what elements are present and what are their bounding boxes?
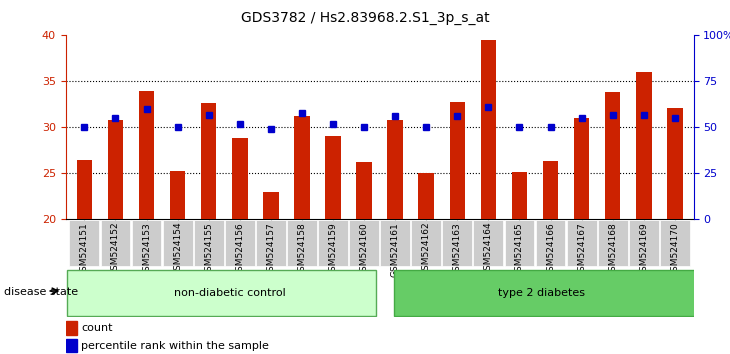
Bar bbox=[107, 120, 123, 219]
FancyBboxPatch shape bbox=[163, 221, 193, 266]
Text: GSM524169: GSM524169 bbox=[639, 222, 648, 276]
Text: GSM524170: GSM524170 bbox=[670, 222, 680, 276]
FancyBboxPatch shape bbox=[393, 270, 720, 316]
Text: GSM524164: GSM524164 bbox=[484, 222, 493, 276]
Bar bbox=[512, 172, 527, 219]
Text: GSM524168: GSM524168 bbox=[608, 222, 617, 276]
Bar bbox=[263, 192, 279, 219]
Bar bbox=[418, 172, 434, 219]
FancyBboxPatch shape bbox=[504, 221, 534, 266]
Text: GSM524161: GSM524161 bbox=[391, 222, 399, 276]
Text: disease state: disease state bbox=[4, 287, 78, 297]
Text: GSM524157: GSM524157 bbox=[266, 222, 275, 276]
Text: GSM524163: GSM524163 bbox=[453, 222, 462, 276]
Bar bbox=[325, 136, 341, 219]
FancyBboxPatch shape bbox=[69, 221, 99, 266]
Bar bbox=[356, 162, 372, 219]
Text: percentile rank within the sample: percentile rank within the sample bbox=[82, 341, 269, 350]
Bar bbox=[170, 171, 185, 219]
Bar bbox=[66, 321, 77, 335]
Text: non-diabetic control: non-diabetic control bbox=[174, 288, 285, 298]
Bar bbox=[543, 161, 558, 219]
FancyBboxPatch shape bbox=[629, 221, 658, 266]
Bar bbox=[66, 339, 77, 352]
Text: GSM524154: GSM524154 bbox=[173, 222, 182, 276]
FancyBboxPatch shape bbox=[287, 221, 317, 266]
FancyBboxPatch shape bbox=[380, 221, 410, 266]
FancyBboxPatch shape bbox=[256, 221, 285, 266]
Bar bbox=[139, 91, 154, 219]
Bar bbox=[294, 116, 310, 219]
Text: GSM524158: GSM524158 bbox=[297, 222, 307, 276]
FancyBboxPatch shape bbox=[442, 221, 472, 266]
FancyBboxPatch shape bbox=[101, 221, 131, 266]
FancyBboxPatch shape bbox=[131, 221, 161, 266]
Bar bbox=[201, 103, 216, 219]
Text: GSM524155: GSM524155 bbox=[204, 222, 213, 276]
Text: GSM524159: GSM524159 bbox=[328, 222, 337, 276]
FancyBboxPatch shape bbox=[566, 221, 596, 266]
FancyBboxPatch shape bbox=[193, 221, 223, 266]
Text: GSM524153: GSM524153 bbox=[142, 222, 151, 276]
Bar bbox=[388, 120, 403, 219]
Bar bbox=[77, 160, 92, 219]
FancyBboxPatch shape bbox=[225, 221, 255, 266]
FancyBboxPatch shape bbox=[349, 221, 379, 266]
Bar bbox=[605, 92, 620, 219]
FancyBboxPatch shape bbox=[598, 221, 628, 266]
FancyBboxPatch shape bbox=[536, 221, 566, 266]
Text: GSM524167: GSM524167 bbox=[577, 222, 586, 276]
Bar bbox=[450, 102, 465, 219]
Text: GSM524156: GSM524156 bbox=[235, 222, 245, 276]
Bar bbox=[232, 138, 247, 219]
Text: GDS3782 / Hs2.83968.2.S1_3p_s_at: GDS3782 / Hs2.83968.2.S1_3p_s_at bbox=[241, 11, 489, 25]
Text: GSM524152: GSM524152 bbox=[111, 222, 120, 276]
Text: GSM524165: GSM524165 bbox=[515, 222, 524, 276]
Bar bbox=[636, 72, 652, 219]
Text: GSM524162: GSM524162 bbox=[422, 222, 431, 276]
Text: type 2 diabetes: type 2 diabetes bbox=[498, 288, 585, 298]
Text: count: count bbox=[82, 323, 113, 333]
Text: GSM524166: GSM524166 bbox=[546, 222, 555, 276]
Bar bbox=[574, 118, 589, 219]
FancyBboxPatch shape bbox=[660, 221, 690, 266]
Bar bbox=[480, 40, 496, 219]
Text: GSM524151: GSM524151 bbox=[80, 222, 89, 276]
FancyBboxPatch shape bbox=[67, 270, 377, 316]
FancyBboxPatch shape bbox=[474, 221, 503, 266]
Bar bbox=[667, 108, 683, 219]
FancyBboxPatch shape bbox=[318, 221, 348, 266]
FancyBboxPatch shape bbox=[411, 221, 441, 266]
Text: GSM524160: GSM524160 bbox=[360, 222, 369, 276]
